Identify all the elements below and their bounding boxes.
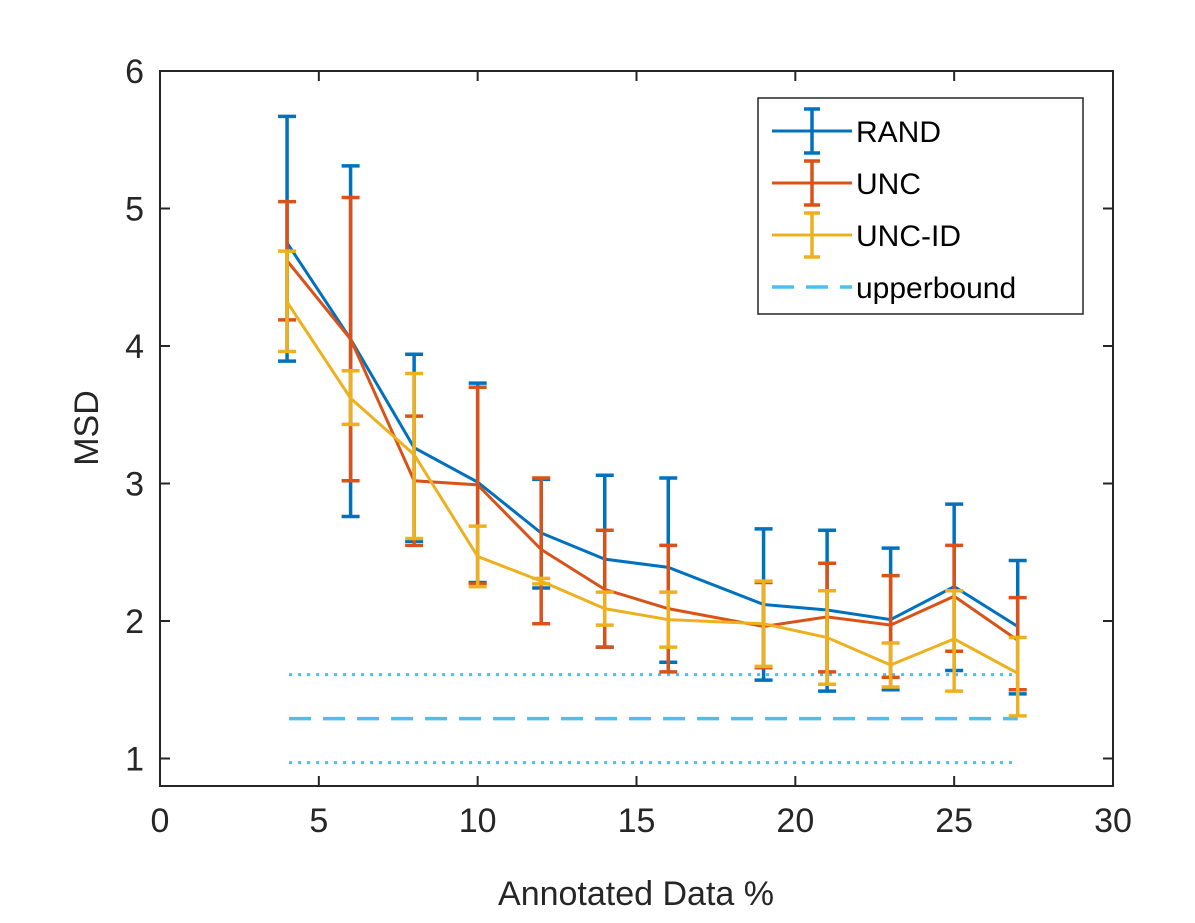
unc-id-line (285, 301, 1019, 675)
legend-label-upperbound: upperbound (856, 272, 1016, 305)
x-tick-label: 30 (1094, 802, 1132, 840)
x-axis-label: Annotated Data % (498, 875, 774, 913)
legend: RAND UNC UNC-ID upperbound (757, 97, 1084, 315)
y-tick-label: 6 (125, 53, 144, 91)
x-tick-label: 5 (309, 802, 328, 840)
y-axis-label: MSD (68, 390, 106, 466)
y-tick-label: 2 (125, 603, 144, 641)
plot-area (278, 114, 1027, 765)
y-tick-label: 4 (125, 328, 144, 366)
legend-label-unc-id: UNC-ID (856, 220, 961, 253)
x-tick-label: 25 (935, 802, 973, 840)
legend-label-unc: UNC (856, 168, 921, 201)
x-tick-label: 20 (776, 802, 814, 840)
unc-line (285, 259, 1019, 642)
x-tick-label: 10 (459, 802, 497, 840)
axes: 0 5 10 15 20 25 30 1 2 3 4 5 6 (125, 53, 1132, 840)
y-tick-label: 5 (125, 191, 144, 229)
y-tick-label: 1 (125, 741, 144, 779)
y-tick-label: 3 (125, 466, 144, 504)
x-tick-label: 15 (618, 802, 656, 840)
rand-line (285, 242, 1019, 628)
legend-label-rand: RAND (856, 116, 941, 149)
unc-id-series (278, 249, 1027, 718)
x-tick-label: 0 (151, 802, 170, 840)
